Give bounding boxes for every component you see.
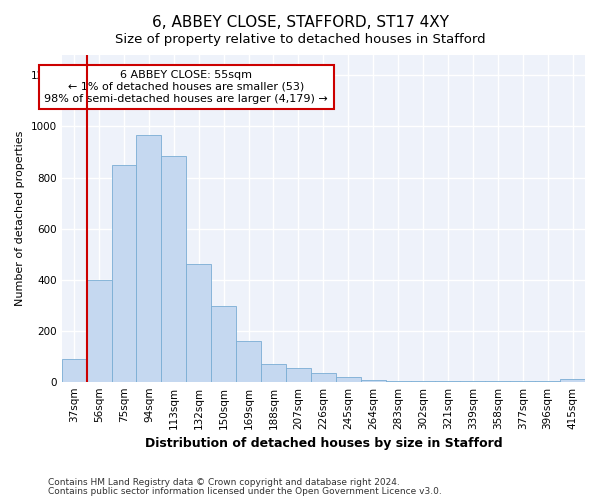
Bar xyxy=(62,358,86,382)
Bar xyxy=(136,136,161,382)
Bar xyxy=(161,156,186,382)
Bar xyxy=(386,381,410,382)
Bar xyxy=(311,372,336,382)
Bar xyxy=(236,342,261,382)
Bar xyxy=(112,166,136,382)
Text: Contains HM Land Registry data © Crown copyright and database right 2024.: Contains HM Land Registry data © Crown c… xyxy=(48,478,400,487)
Bar xyxy=(186,264,211,382)
Bar xyxy=(485,381,510,382)
Bar xyxy=(336,376,361,382)
Y-axis label: Number of detached properties: Number of detached properties xyxy=(15,130,25,306)
Bar xyxy=(410,381,436,382)
Bar xyxy=(361,380,386,382)
Text: Contains public sector information licensed under the Open Government Licence v3: Contains public sector information licen… xyxy=(48,487,442,496)
Text: Size of property relative to detached houses in Stafford: Size of property relative to detached ho… xyxy=(115,32,485,46)
Bar xyxy=(286,368,311,382)
Text: 6 ABBEY CLOSE: 55sqm
← 1% of detached houses are smaller (53)
98% of semi-detach: 6 ABBEY CLOSE: 55sqm ← 1% of detached ho… xyxy=(44,70,328,104)
Bar xyxy=(211,306,236,382)
Bar xyxy=(460,381,485,382)
Text: 6, ABBEY CLOSE, STAFFORD, ST17 4XY: 6, ABBEY CLOSE, STAFFORD, ST17 4XY xyxy=(151,15,449,30)
Bar xyxy=(86,280,112,382)
Bar xyxy=(510,381,535,382)
Bar xyxy=(535,381,560,382)
Bar xyxy=(261,364,286,382)
Bar xyxy=(436,381,460,382)
X-axis label: Distribution of detached houses by size in Stafford: Distribution of detached houses by size … xyxy=(145,437,502,450)
Bar xyxy=(560,379,585,382)
